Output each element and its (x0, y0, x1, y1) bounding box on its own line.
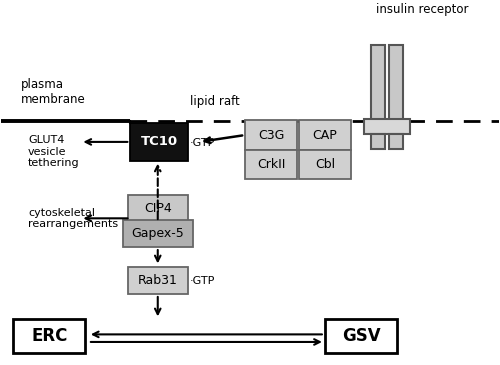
FancyBboxPatch shape (388, 134, 402, 149)
FancyBboxPatch shape (364, 119, 410, 134)
Text: lipid raft: lipid raft (190, 95, 240, 108)
FancyBboxPatch shape (128, 267, 188, 294)
Text: CrkII: CrkII (257, 158, 286, 171)
FancyBboxPatch shape (13, 319, 86, 353)
Text: Rab31: Rab31 (138, 274, 177, 287)
FancyBboxPatch shape (130, 123, 188, 161)
FancyBboxPatch shape (245, 120, 298, 150)
FancyBboxPatch shape (245, 150, 298, 179)
Text: plasma
membrane: plasma membrane (20, 78, 86, 106)
Text: cytoskeletal
rearrangements: cytoskeletal rearrangements (28, 208, 118, 229)
FancyBboxPatch shape (123, 220, 192, 247)
Text: ERC: ERC (31, 327, 68, 345)
FancyBboxPatch shape (388, 45, 402, 121)
Text: GLUT4
vesicle
tethering: GLUT4 vesicle tethering (28, 135, 80, 168)
FancyBboxPatch shape (299, 120, 351, 150)
Text: CAP: CAP (312, 128, 338, 142)
FancyBboxPatch shape (325, 319, 397, 353)
Text: CIP4: CIP4 (144, 202, 172, 215)
FancyBboxPatch shape (128, 195, 188, 222)
Text: C3G: C3G (258, 128, 284, 142)
FancyBboxPatch shape (371, 134, 385, 149)
Text: insulin receptor: insulin receptor (376, 4, 468, 16)
Text: Cbl: Cbl (315, 158, 335, 171)
Text: ·GTP: ·GTP (190, 138, 216, 147)
Text: Gapex-5: Gapex-5 (132, 227, 184, 240)
Text: ·GTP: ·GTP (190, 276, 216, 286)
Text: GSV: GSV (342, 327, 380, 345)
FancyBboxPatch shape (371, 45, 385, 121)
FancyBboxPatch shape (299, 150, 351, 179)
Text: TC10: TC10 (140, 135, 177, 148)
